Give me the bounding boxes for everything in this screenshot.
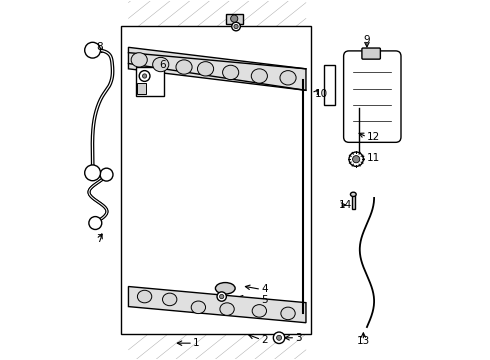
- FancyBboxPatch shape: [343, 51, 401, 142]
- Ellipse shape: [281, 307, 295, 320]
- Circle shape: [85, 42, 100, 58]
- Text: 12: 12: [367, 132, 380, 142]
- Bar: [352, 195, 355, 209]
- Text: 5: 5: [261, 295, 268, 305]
- Text: 3: 3: [295, 333, 302, 343]
- Text: 13: 13: [357, 336, 370, 346]
- Ellipse shape: [216, 283, 235, 294]
- Ellipse shape: [153, 57, 169, 72]
- Ellipse shape: [137, 290, 152, 303]
- Text: 14: 14: [339, 200, 352, 210]
- FancyBboxPatch shape: [225, 14, 243, 24]
- Circle shape: [273, 332, 285, 343]
- Circle shape: [89, 217, 102, 229]
- Ellipse shape: [220, 303, 234, 315]
- Text: 7: 7: [97, 234, 103, 244]
- Circle shape: [217, 292, 226, 301]
- Bar: [136, 67, 164, 96]
- Ellipse shape: [163, 293, 177, 306]
- Text: 2: 2: [261, 334, 268, 345]
- Ellipse shape: [251, 69, 268, 83]
- Bar: [324, 65, 335, 105]
- Circle shape: [231, 15, 238, 22]
- Bar: [137, 83, 147, 94]
- Circle shape: [220, 294, 224, 299]
- Text: 11: 11: [367, 153, 380, 163]
- Ellipse shape: [252, 305, 267, 317]
- Text: 4: 4: [261, 284, 268, 294]
- FancyBboxPatch shape: [362, 48, 380, 59]
- Text: 8: 8: [97, 42, 103, 52]
- Circle shape: [85, 165, 100, 181]
- Ellipse shape: [350, 192, 356, 197]
- Text: 6: 6: [159, 60, 166, 70]
- Circle shape: [349, 152, 364, 166]
- Bar: [128, 33, 306, 325]
- Circle shape: [143, 74, 147, 78]
- Circle shape: [234, 24, 238, 29]
- Ellipse shape: [280, 71, 296, 85]
- Ellipse shape: [131, 53, 147, 67]
- Circle shape: [276, 335, 282, 340]
- Polygon shape: [128, 287, 306, 323]
- Circle shape: [232, 22, 240, 31]
- Circle shape: [139, 71, 150, 81]
- Ellipse shape: [191, 301, 205, 314]
- Ellipse shape: [176, 60, 192, 74]
- Circle shape: [353, 156, 360, 163]
- Circle shape: [100, 168, 113, 181]
- Bar: [122, 26, 311, 334]
- Text: 1: 1: [193, 338, 199, 348]
- Text: 9: 9: [364, 35, 370, 45]
- Polygon shape: [128, 47, 306, 90]
- Text: 10: 10: [315, 89, 328, 99]
- Ellipse shape: [222, 65, 239, 80]
- Ellipse shape: [197, 62, 214, 76]
